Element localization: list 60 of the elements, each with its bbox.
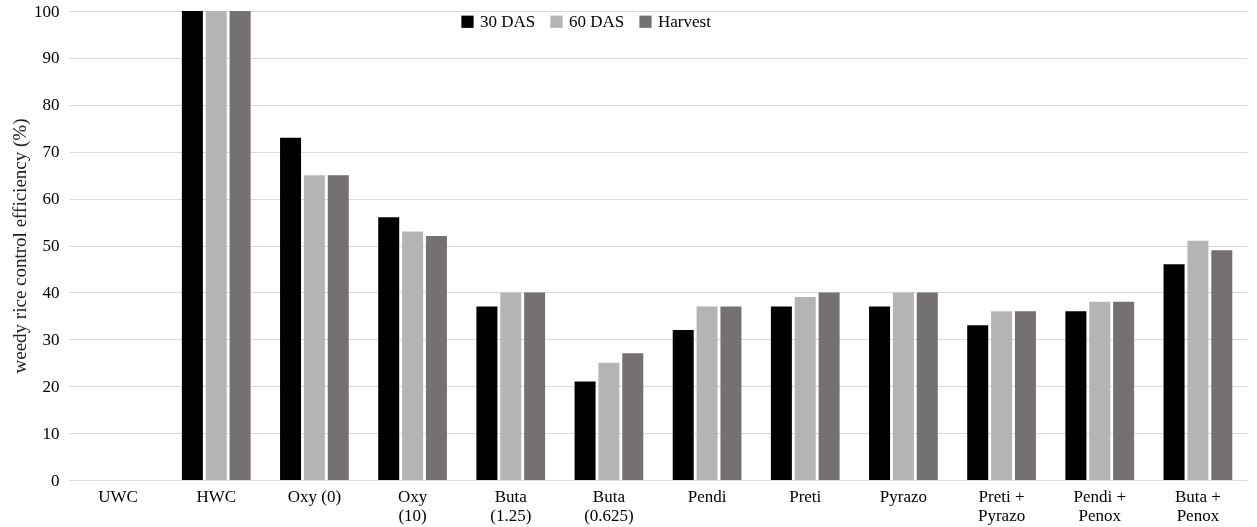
bar bbox=[622, 353, 644, 480]
bar bbox=[476, 306, 498, 480]
bar bbox=[770, 306, 792, 480]
x-tick-label: Buta (0.625) bbox=[584, 486, 634, 525]
y-tick-label: 90 bbox=[42, 48, 60, 68]
bar bbox=[598, 362, 620, 480]
bar bbox=[500, 292, 522, 480]
bar bbox=[425, 236, 447, 480]
x-tick-label: Buta (1.25) bbox=[490, 486, 532, 525]
bar bbox=[916, 292, 938, 480]
y-tick-label: 0 bbox=[51, 470, 60, 490]
bar bbox=[303, 175, 325, 480]
bar bbox=[524, 292, 546, 480]
bar bbox=[794, 297, 816, 480]
x-tick-label: Buta + Penox bbox=[1174, 486, 1221, 525]
x-tick-label: HWC bbox=[196, 486, 237, 506]
bar bbox=[1163, 264, 1185, 480]
bar bbox=[1113, 301, 1135, 480]
legend-label: Harvest bbox=[658, 11, 712, 31]
legend-label: 60 DAS bbox=[569, 11, 625, 31]
x-tick-label: Oxy (10) bbox=[397, 486, 428, 525]
x-tick-label: Pendi bbox=[687, 486, 727, 506]
bar bbox=[229, 11, 251, 480]
bar bbox=[818, 292, 840, 480]
x-tick-label: Pyrazo bbox=[879, 486, 928, 506]
bar bbox=[574, 381, 596, 480]
bar bbox=[327, 175, 349, 480]
bar bbox=[892, 292, 914, 480]
bar bbox=[402, 231, 424, 480]
y-tick-label: 70 bbox=[42, 142, 60, 162]
y-tick-label: 60 bbox=[42, 189, 60, 209]
bar bbox=[991, 311, 1013, 480]
y-tick-label: 20 bbox=[42, 376, 60, 396]
bar bbox=[181, 11, 203, 480]
bar bbox=[672, 329, 694, 480]
bar bbox=[1065, 311, 1087, 480]
y-tick-label: 50 bbox=[42, 236, 60, 255]
bar bbox=[280, 137, 302, 480]
y-tick-label: 80 bbox=[42, 95, 60, 115]
bar bbox=[205, 11, 227, 480]
y-axis-title: weedy rice control efficiency (%) bbox=[9, 118, 31, 374]
y-tick-label: 40 bbox=[42, 282, 60, 302]
x-tick-label: UWC bbox=[98, 486, 138, 506]
x-tick-label: Pendi + Penox bbox=[1073, 486, 1127, 525]
bar bbox=[378, 217, 400, 480]
y-tick-label: 30 bbox=[42, 329, 60, 349]
legend-label: 30 DAS bbox=[480, 11, 536, 31]
bar bbox=[696, 306, 718, 480]
bar bbox=[1089, 301, 1111, 480]
y-tick-label: 10 bbox=[42, 423, 60, 443]
x-tick-label: Preti + Pyrazo bbox=[977, 486, 1026, 525]
x-tick-label: Preti bbox=[789, 486, 822, 506]
x-tick-label: Oxy (0) bbox=[287, 486, 342, 506]
y-tick-label: 100 bbox=[34, 1, 60, 21]
bar bbox=[869, 306, 891, 480]
bar bbox=[1187, 240, 1209, 480]
bar bbox=[720, 306, 742, 480]
bar bbox=[1014, 311, 1036, 480]
bar bbox=[1211, 250, 1233, 480]
bar bbox=[967, 325, 989, 480]
